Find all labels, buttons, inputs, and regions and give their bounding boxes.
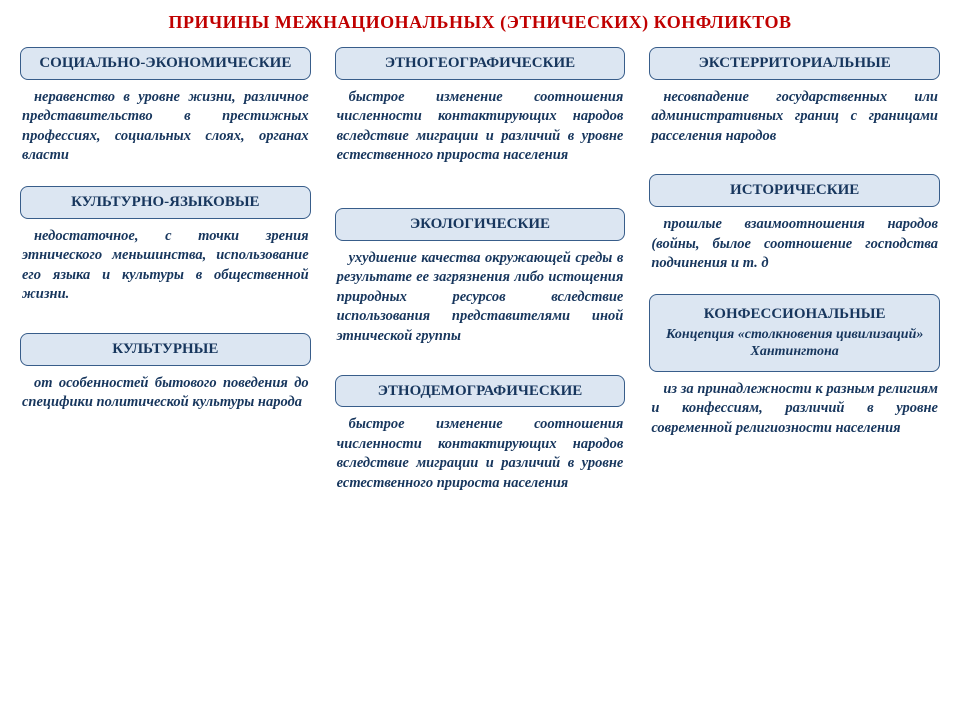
desc-cultural: от особенностей бытового поведения до сп… [20,374,311,413]
block-ethnogeographic: ЭТНОГЕОГРАФИЧЕСКИЕ быстрое изменение соо… [335,47,626,166]
desc-confessional: из за принадлежности к разным религиям и… [649,380,940,439]
diagram-grid: СОЦИАЛЬНО-ЭКОНОМИЧЕСКИЕ неравенство в ур… [20,47,940,508]
desc-ethnogeographic: быстрое изменение соотношения численност… [335,88,626,166]
header-confessional: КОНФЕССИОНАЛЬНЫЕ Концепция «столкновения… [649,294,940,372]
header-ethnogeographic: ЭТНОГЕОГРАФИЧЕСКИЕ [335,47,626,80]
block-exterritorial: ЭКСТЕРРИТОРИАЛЬНЫЕ несовпадение государс… [649,47,940,146]
header-ecological: ЭКОЛОГИЧЕСКИЕ [335,208,626,241]
block-ethnodemographic: ЭТНОДЕМОГРАФИЧЕСКИЕ быстрое изменение со… [335,375,626,494]
column-1: СОЦИАЛЬНО-ЭКОНОМИЧЕСКИЕ неравенство в ур… [20,47,311,508]
header-cultural-linguistic: КУЛЬТУРНО-ЯЗЫКОВЫЕ [20,186,311,219]
block-ecological: ЭКОЛОГИЧЕСКИЕ ухудшение качества окружаю… [335,208,626,347]
desc-socioeconomic: неравенство в уровне жизни, различное пр… [20,88,311,166]
header-confessional-title: КОНФЕССИОНАЛЬНЫЕ [704,306,886,322]
desc-ecological: ухудшение качества окружающей среды в ре… [335,249,626,347]
header-socioeconomic: СОЦИАЛЬНО-ЭКОНОМИЧЕСКИЕ [20,47,311,80]
header-exterritorial: ЭКСТЕРРИТОРИАЛЬНЫЕ [649,47,940,80]
block-confessional: КОНФЕССИОНАЛЬНЫЕ Концепция «столкновения… [649,294,940,438]
block-cultural: КУЛЬТУРНЫЕ от особенностей бытового пове… [20,333,311,413]
desc-cultural-linguistic: недостаточное, с точки зрения этническог… [20,227,311,305]
header-cultural: КУЛЬТУРНЫЕ [20,333,311,366]
page-title: ПРИЧИНЫ МЕЖНАЦИОНАЛЬНЫХ (ЭТНИЧЕСКИХ) КОН… [20,12,940,33]
desc-historical: прошлые взаимоотношения народов (войны, … [649,215,940,274]
header-ethnodemographic: ЭТНОДЕМОГРАФИЧЕСКИЕ [335,375,626,408]
column-2: ЭТНОГЕОГРАФИЧЕСКИЕ быстрое изменение соо… [335,47,626,508]
desc-exterritorial: несовпадение государственных или админис… [649,88,940,147]
block-socioeconomic: СОЦИАЛЬНО-ЭКОНОМИЧЕСКИЕ неравенство в ур… [20,47,311,166]
header-confessional-sub: Концепция «столкновения цивилизаций» Хан… [662,326,927,361]
block-cultural-linguistic: КУЛЬТУРНО-ЯЗЫКОВЫЕ недостаточное, с точк… [20,186,311,305]
block-historical: ИСТОРИЧЕСКИЕ прошлые взаимоотношения нар… [649,174,940,273]
header-historical: ИСТОРИЧЕСКИЕ [649,174,940,207]
desc-ethnodemographic: быстрое изменение соотношения численност… [335,415,626,493]
column-3: ЭКСТЕРРИТОРИАЛЬНЫЕ несовпадение государс… [649,47,940,508]
